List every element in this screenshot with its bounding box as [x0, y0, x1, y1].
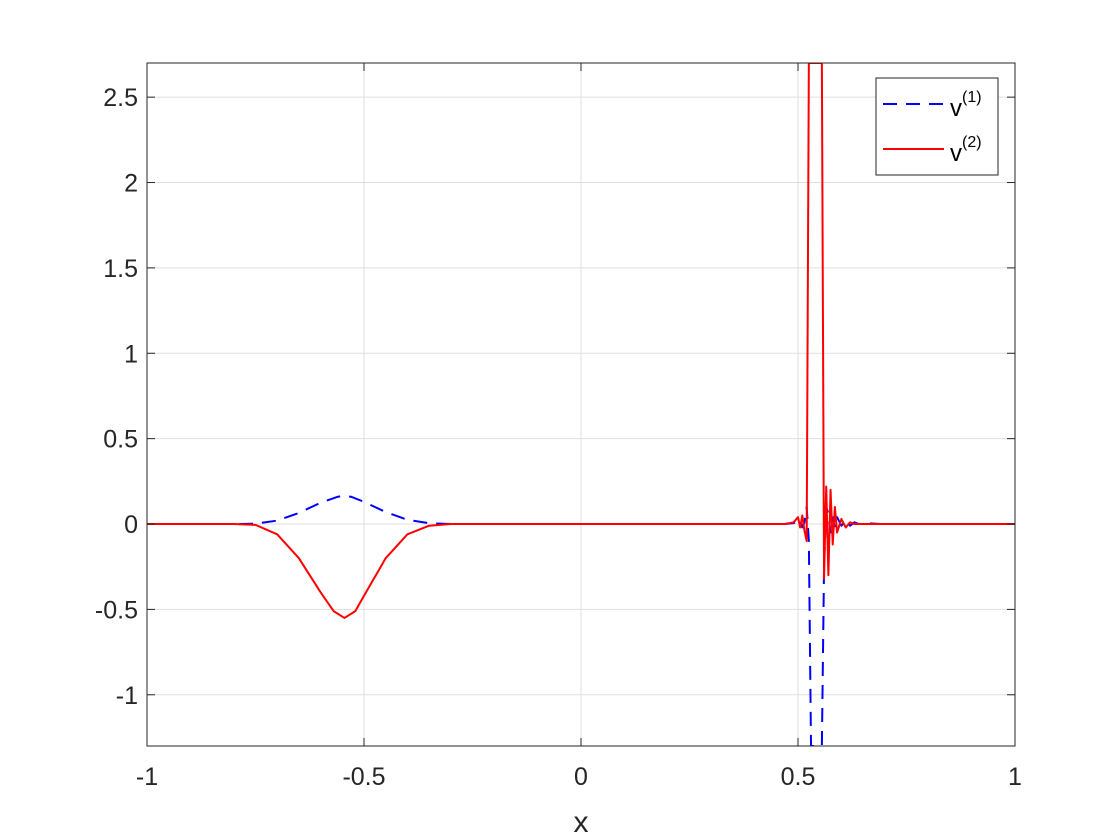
y-tick-label: 2 — [124, 170, 138, 198]
x-tick-label: 0.5 — [781, 763, 816, 791]
y-tick-label: 1.5 — [103, 255, 138, 283]
legend-box — [875, 77, 999, 176]
x-axis-label: x — [574, 806, 589, 839]
y-tick-label: 0 — [124, 511, 138, 539]
y-axis-ticks: -1 -0.5 0 0.5 1 1.5 2 2.5 — [95, 84, 1015, 710]
x-tick-label: 1 — [1008, 763, 1022, 791]
series-layer — [147, 63, 1015, 746]
legend: v(1)v(2) — [875, 77, 999, 176]
series-line-2 — [147, 63, 1015, 619]
grid — [146, 63, 1016, 746]
y-tick-label: 0.5 — [103, 426, 138, 454]
y-tick-label: -0.5 — [95, 596, 138, 624]
legend-label-superscript: (2) — [962, 134, 982, 151]
y-tick-label: 2.5 — [103, 84, 138, 112]
y-tick-label: 1 — [124, 340, 138, 368]
legend-label-superscript: (1) — [962, 89, 982, 106]
x-tick-label: -0.5 — [342, 763, 385, 791]
x-axis-ticks: -1 -0.5 0 0.5 1 — [136, 63, 1022, 791]
x-tick-label: -1 — [136, 763, 158, 791]
y-tick-label: -1 — [116, 682, 138, 710]
x-tick-label: 0 — [574, 763, 588, 791]
